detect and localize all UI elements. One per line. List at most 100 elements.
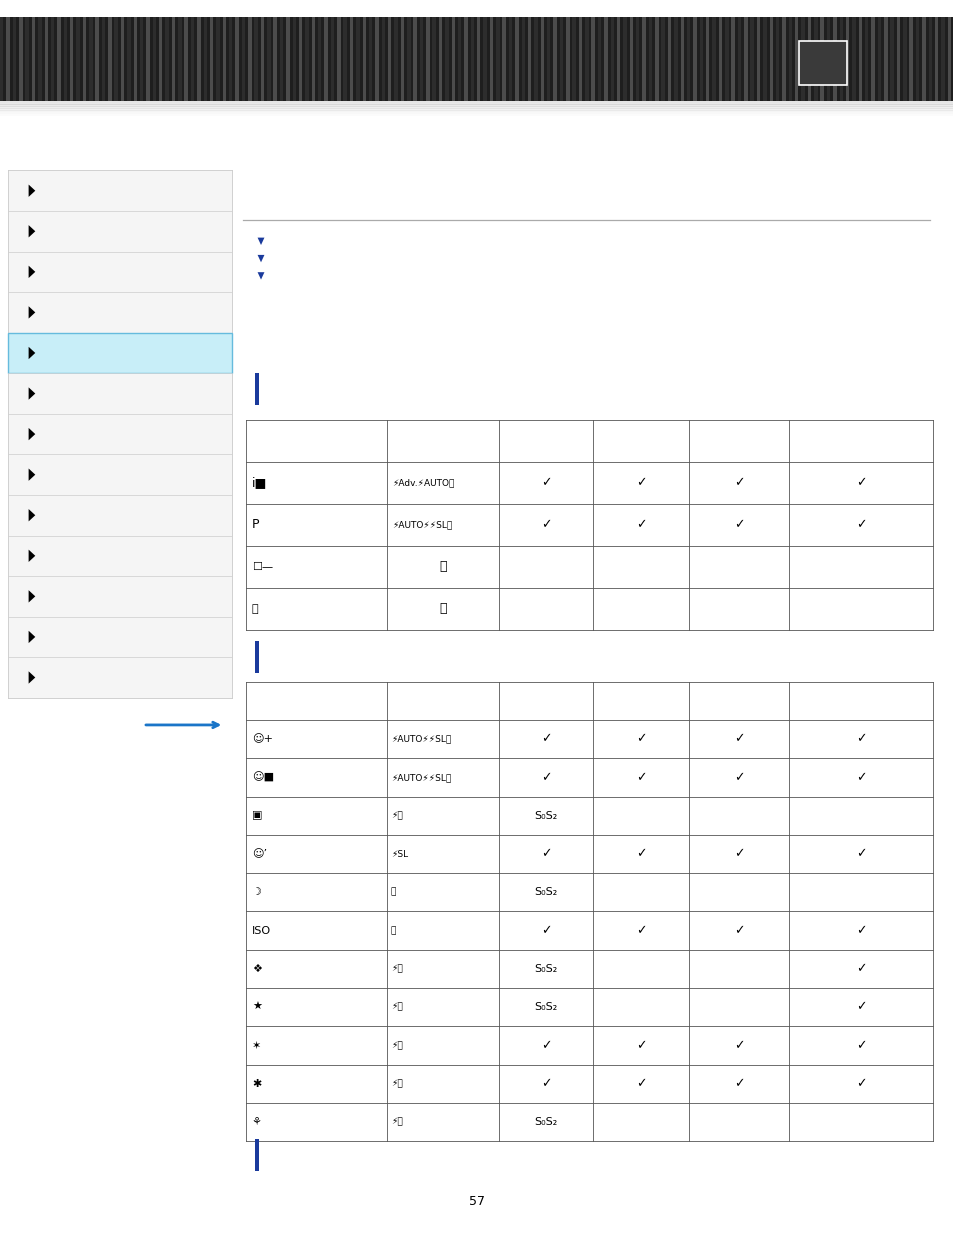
Bar (229, 17, 233, 101)
Text: ✓: ✓ (733, 1039, 743, 1052)
Bar (7, 17, 10, 101)
Text: Ⓕ: Ⓕ (391, 926, 395, 935)
Bar (241, 17, 245, 101)
Text: ✓: ✓ (855, 771, 865, 784)
Text: Ⓕ: Ⓕ (438, 561, 446, 573)
Bar (279, 17, 283, 101)
Bar (636, 17, 639, 101)
Polygon shape (257, 237, 264, 245)
Bar (762, 17, 766, 101)
Polygon shape (29, 590, 35, 603)
Text: S₀S₂: S₀S₂ (534, 1116, 557, 1128)
Polygon shape (29, 347, 35, 359)
Bar (8, 454, 232, 495)
Bar (362, 17, 366, 101)
Bar (8, 170, 232, 698)
Text: ✓: ✓ (635, 1039, 646, 1052)
Text: ✓: ✓ (540, 924, 551, 937)
Bar (140, 17, 143, 101)
Text: ✓: ✓ (540, 771, 551, 784)
Bar (76, 17, 80, 101)
Polygon shape (29, 672, 35, 684)
Bar (210, 17, 213, 101)
Polygon shape (257, 254, 264, 262)
Bar (248, 17, 252, 101)
Text: ☺+: ☺+ (252, 734, 273, 745)
Bar (546, 17, 550, 101)
Bar (801, 17, 804, 101)
Bar (693, 17, 696, 101)
Text: ✓: ✓ (635, 847, 646, 861)
Bar (464, 17, 467, 101)
Bar (254, 17, 257, 101)
Bar (470, 17, 474, 101)
Bar (172, 17, 175, 101)
Bar (350, 17, 353, 101)
Bar (260, 17, 264, 101)
Text: ✓: ✓ (855, 924, 865, 937)
Bar (197, 17, 200, 101)
Text: ✓: ✓ (540, 1077, 551, 1091)
Bar (254, 641, 259, 673)
Bar (108, 17, 112, 101)
Bar (799, 41, 846, 85)
Text: ✓: ✓ (855, 962, 865, 976)
Bar (584, 17, 588, 101)
Text: ✓: ✓ (733, 771, 743, 784)
Text: ✓: ✓ (855, 1039, 865, 1052)
Bar (312, 17, 314, 101)
Bar (26, 17, 29, 101)
Text: ✓: ✓ (733, 1077, 743, 1091)
Text: ⎗: ⎗ (252, 604, 258, 614)
Bar (336, 17, 340, 101)
Bar (807, 17, 810, 101)
Bar (45, 17, 48, 101)
Bar (184, 17, 188, 101)
Text: ✱: ✱ (252, 1078, 261, 1089)
Bar (400, 17, 404, 101)
Bar (591, 17, 595, 101)
Bar (70, 17, 73, 101)
Polygon shape (29, 266, 35, 278)
Polygon shape (29, 509, 35, 521)
Bar (553, 17, 557, 101)
Text: ✓: ✓ (540, 732, 551, 746)
Bar (413, 17, 416, 101)
Text: ⚡SL: ⚡SL (391, 850, 408, 858)
Bar (317, 17, 321, 101)
Bar (946, 17, 950, 101)
Bar (922, 17, 924, 101)
Bar (534, 17, 537, 101)
Polygon shape (29, 388, 35, 400)
Bar (858, 17, 862, 101)
Bar (622, 17, 626, 101)
Bar (864, 17, 867, 101)
Bar (381, 17, 385, 101)
Bar (298, 17, 302, 101)
Text: S₀S₂: S₀S₂ (534, 963, 557, 974)
Bar (839, 17, 842, 101)
Bar (8, 616, 232, 657)
Bar (31, 17, 35, 101)
Bar (0, 114, 953, 116)
Polygon shape (29, 429, 35, 441)
Bar (8, 414, 232, 454)
Bar (8, 252, 232, 293)
Polygon shape (29, 306, 35, 319)
Bar (915, 17, 919, 101)
Bar (540, 17, 543, 101)
Bar (737, 17, 740, 101)
Bar (712, 17, 715, 101)
Text: ⚡Ⓕ: ⚡Ⓕ (391, 1079, 402, 1088)
Bar (781, 17, 785, 101)
Bar (578, 17, 581, 101)
Bar (8, 536, 232, 576)
Bar (369, 17, 372, 101)
Bar (57, 17, 61, 101)
Bar (788, 17, 791, 101)
Bar (64, 17, 67, 101)
Bar (8, 495, 232, 536)
Bar (743, 17, 747, 101)
Bar (0, 107, 953, 110)
Bar (679, 17, 683, 101)
